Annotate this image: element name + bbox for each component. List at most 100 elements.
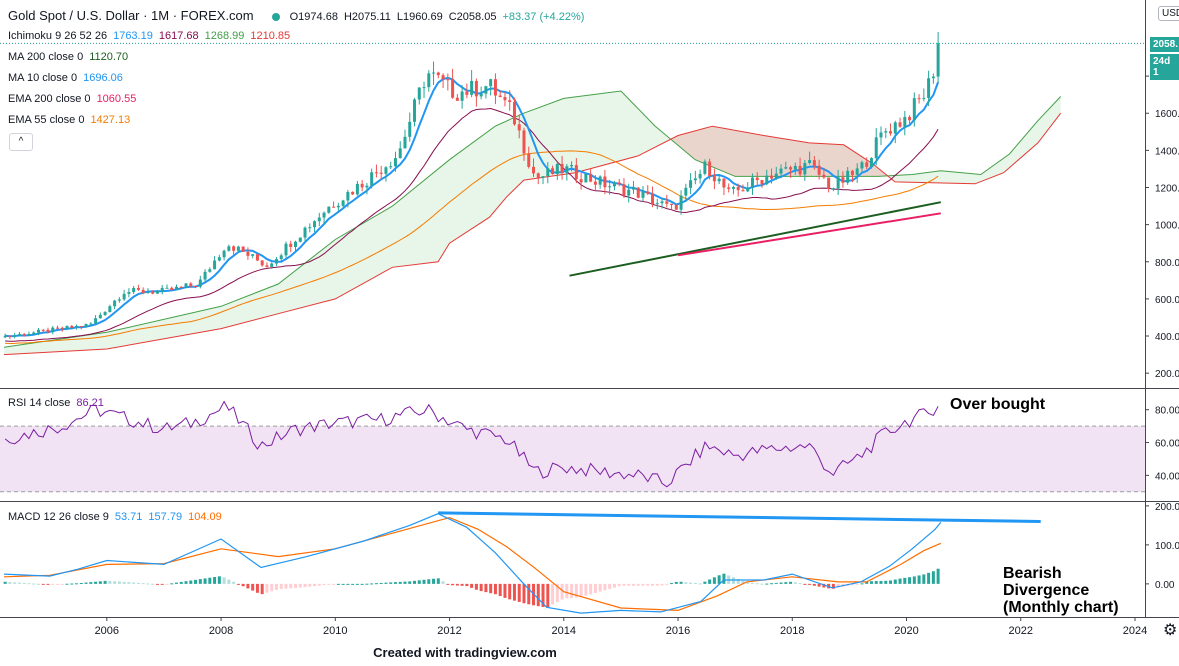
price-candle xyxy=(289,243,293,247)
price-candle xyxy=(113,300,117,307)
macd-histogram-bar xyxy=(879,580,883,584)
macd-histogram-bar xyxy=(865,581,869,584)
macd-histogram-bar xyxy=(479,583,483,592)
price-candle xyxy=(541,176,545,178)
macd-histogram-bar xyxy=(274,583,278,590)
ma200-legend[interactable]: MA 200 close 0 1120.70 xyxy=(8,51,134,63)
macd-axis-tick-label: 0.00 xyxy=(1155,580,1175,591)
ichimoku-kijun-value: 1617.68 xyxy=(158,30,199,42)
price-candle xyxy=(846,170,850,183)
macd-histogram-bar xyxy=(551,583,555,605)
rsi-legend[interactable]: RSI 14 close 86.21 xyxy=(8,397,110,409)
price-candle xyxy=(622,184,626,196)
macd-histogram-bar xyxy=(493,583,497,595)
macd-histogram-bar xyxy=(903,577,907,584)
price-candle xyxy=(927,78,931,98)
price-candle xyxy=(774,173,778,179)
time-axis-tick-label: 2008 xyxy=(209,625,233,637)
macd-histogram-bar xyxy=(270,583,274,592)
macd-histogram-bar xyxy=(746,582,750,584)
price-candle xyxy=(274,259,278,264)
macd-histogram-bar xyxy=(455,583,459,586)
macd-histogram-bar xyxy=(289,583,293,589)
rsi-line xyxy=(4,400,939,488)
price-candle xyxy=(203,271,207,280)
price-axis-tick-label: 800.00 xyxy=(1155,258,1179,269)
price-axis-tick-label: 1000.00 xyxy=(1155,221,1179,232)
price-candle xyxy=(860,162,864,169)
ichimoku-cloud-bearish xyxy=(672,126,887,177)
macd-histogram-bar xyxy=(855,583,859,585)
price-candle xyxy=(746,187,750,192)
gear-icon[interactable]: ⚙ xyxy=(1163,622,1178,639)
ma200-line xyxy=(569,201,941,277)
macd-histogram-bar xyxy=(584,583,588,596)
macd-histogram-bar xyxy=(236,583,240,585)
price-candle xyxy=(579,179,583,183)
macd-histogram-bar xyxy=(917,575,921,584)
price-candle xyxy=(255,254,259,261)
price-candle xyxy=(679,195,683,210)
price-candle xyxy=(279,255,283,260)
price-candle xyxy=(489,79,493,87)
ma10-legend[interactable]: MA 10 close 0 1696.06 xyxy=(8,72,129,84)
symbol-legend[interactable]: Gold Spot / U.S. Dollar · 1M · FOREX.com… xyxy=(8,8,590,23)
macd-histogram-bar xyxy=(598,583,602,592)
macd-histogram-bar xyxy=(460,583,464,586)
macd-histogram-bar xyxy=(860,583,864,585)
macd-histogram-bar xyxy=(893,579,897,584)
ohlc-high: H2075.11 xyxy=(343,11,391,23)
macd-histogram-bar xyxy=(931,571,935,584)
price-axis-tick-label: 1600.00 xyxy=(1155,109,1179,120)
macd-histogram-bar xyxy=(303,583,307,588)
macd-histogram-bar xyxy=(665,583,669,585)
collapse-legend-button[interactable]: ^ xyxy=(9,133,33,151)
price-candle xyxy=(841,177,845,183)
macd-histogram-bar xyxy=(708,579,712,584)
macd-histogram-bar xyxy=(94,581,98,584)
currency-selector[interactable]: USD xyxy=(1158,6,1179,21)
macd-histogram-bar xyxy=(674,581,678,584)
macd-histogram-bar xyxy=(570,583,574,598)
bearish-divergence-annotation: Bearish Divergence (Monthly chart) xyxy=(1003,565,1119,616)
price-candle xyxy=(427,73,431,88)
price-axis-tick-label: 600.00 xyxy=(1155,295,1179,306)
last-price-tag: 2058. xyxy=(1150,37,1179,52)
macd-histogram-bar xyxy=(13,582,17,584)
price-candle xyxy=(736,187,740,191)
price-candle xyxy=(155,290,159,294)
macd-histogram-bar xyxy=(3,581,7,584)
macd-legend[interactable]: MACD 12 26 close 9 53.71 157.79 104.09 xyxy=(8,511,228,523)
macd-histogram-bar xyxy=(365,583,369,585)
price-candle xyxy=(636,187,640,198)
macd-histogram-bar xyxy=(246,583,250,589)
macd-histogram-bar xyxy=(755,583,759,585)
macd-line-value: 157.79 xyxy=(148,511,183,523)
ema200-legend[interactable]: EMA 200 close 0 1060.55 xyxy=(8,93,142,105)
macd-histogram-bar xyxy=(56,583,60,585)
price-candle xyxy=(60,327,64,329)
macd-histogram-bar xyxy=(789,581,793,584)
price-candle xyxy=(908,116,912,121)
macd-histogram-bar xyxy=(60,583,64,585)
macd-histogram-bar xyxy=(593,583,597,593)
rsi-band xyxy=(0,426,1145,492)
ema200-value: 1060.55 xyxy=(96,93,137,105)
ichimoku-legend[interactable]: Ichimoku 9 26 52 26 1763.19 1617.68 1268.99… xyxy=(8,30,296,42)
price-candle xyxy=(222,250,226,258)
price-candle xyxy=(565,166,569,173)
price-candle xyxy=(655,203,659,205)
price-candle xyxy=(855,168,859,175)
price-candle xyxy=(27,334,31,336)
macd-histogram-bar xyxy=(536,583,540,607)
ma200-label: MA 200 close 0 xyxy=(8,51,84,63)
macd-histogram-bar xyxy=(313,583,317,587)
rsi-label: RSI 14 close xyxy=(8,397,71,409)
macd-histogram-bar xyxy=(489,583,493,594)
macd-histogram-bar xyxy=(803,583,807,585)
price-candle xyxy=(555,163,559,174)
price-candle xyxy=(451,79,455,98)
ema55-legend[interactable]: EMA 55 close 0 1427.13 xyxy=(8,114,136,126)
price-candle xyxy=(479,93,483,97)
